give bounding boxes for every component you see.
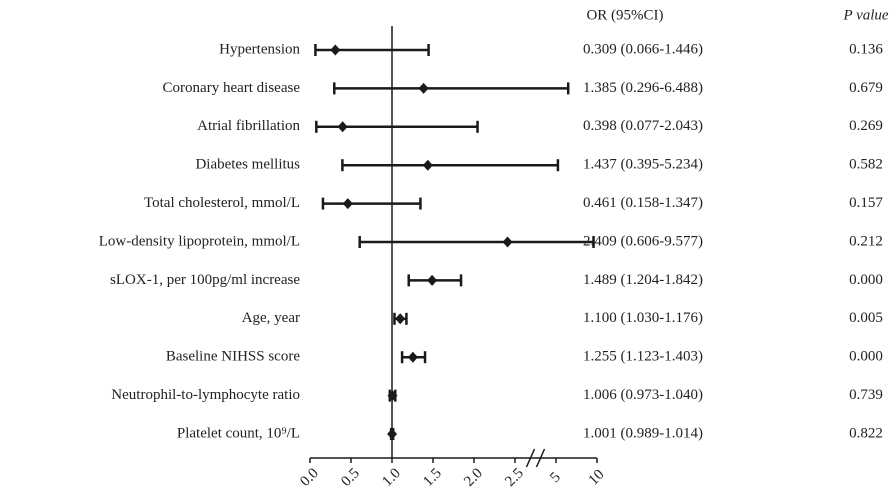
p-value: 0.212	[849, 233, 883, 249]
or-label: 2.409 (0.606-9.577)	[583, 233, 703, 249]
p-value: 0.269	[849, 118, 883, 134]
or-label: 0.309 (0.066-1.446)	[583, 41, 703, 57]
row-label: Neutrophil-to-lymphocyte ratio	[111, 387, 300, 403]
p-value: 0.000	[849, 272, 883, 288]
or-label: 0.398 (0.077-2.043)	[583, 118, 703, 134]
x-tick-label: 0.5	[338, 465, 363, 490]
axis-break	[535, 448, 546, 468]
estimate-marker	[418, 82, 429, 94]
estimate-marker	[407, 351, 418, 363]
column-header: OR (95%CI)	[586, 7, 663, 23]
p-value: 0.739	[849, 387, 883, 403]
p-value: 0.136	[849, 41, 883, 57]
x-tick-label: 2.5	[502, 465, 527, 490]
or-label: 1.437 (0.395-5.234)	[583, 157, 703, 173]
axis-break	[525, 448, 536, 468]
estimate-marker	[330, 44, 341, 56]
or-label: 1.100 (1.030-1.176)	[583, 310, 703, 326]
row-label: Total cholesterol, mmol/L	[144, 195, 300, 211]
or-label: 1.006 (0.973-1.040)	[583, 387, 703, 403]
row-label: Coronary heart disease	[163, 80, 301, 96]
p-value: 0.822	[849, 425, 883, 441]
estimate-marker	[502, 236, 513, 248]
row-label: Hypertension	[219, 41, 300, 57]
row-label: sLOX-1, per 100pg/ml increase	[110, 272, 300, 288]
row-label: Platelet count, 10⁹/L	[177, 425, 300, 441]
p-value: 0.679	[849, 80, 883, 96]
x-tick-label: 1.5	[420, 465, 445, 490]
row-label: Diabetes mellitus	[195, 157, 300, 173]
estimate-marker	[342, 198, 353, 210]
p-value: 0.005	[849, 310, 883, 326]
x-tick-label: 1.0	[379, 465, 404, 490]
or-label: 1.385 (0.296-6.488)	[583, 80, 703, 96]
estimate-marker	[387, 428, 398, 440]
p-value: 0.582	[849, 157, 883, 173]
column-header: P value	[842, 7, 888, 23]
estimate-marker	[422, 159, 433, 171]
or-label: 1.489 (1.204-1.842)	[583, 272, 703, 288]
x-tick-label: 2.0	[461, 465, 486, 490]
row-label: Baseline NIHSS score	[166, 349, 300, 365]
estimate-marker	[395, 313, 406, 325]
x-tick-label: 10	[586, 467, 608, 489]
x-tick-label: 0.0	[297, 465, 322, 490]
or-label: 1.255 (1.123-1.403)	[583, 349, 703, 365]
p-value: 0.000	[849, 349, 883, 365]
x-tick-label: 5	[547, 469, 564, 486]
p-value: 0.157	[849, 195, 883, 211]
row-label: Atrial fibrillation	[197, 118, 300, 134]
estimate-marker	[387, 390, 398, 402]
row-label: Low-density lipoprotein, mmol/L	[99, 233, 300, 249]
estimate-marker	[337, 121, 348, 133]
row-label: Age, year	[242, 310, 300, 326]
estimate-marker	[427, 274, 438, 286]
or-label: 0.461 (0.158-1.347)	[583, 195, 703, 211]
or-label: 1.001 (0.989-1.014)	[583, 425, 703, 441]
